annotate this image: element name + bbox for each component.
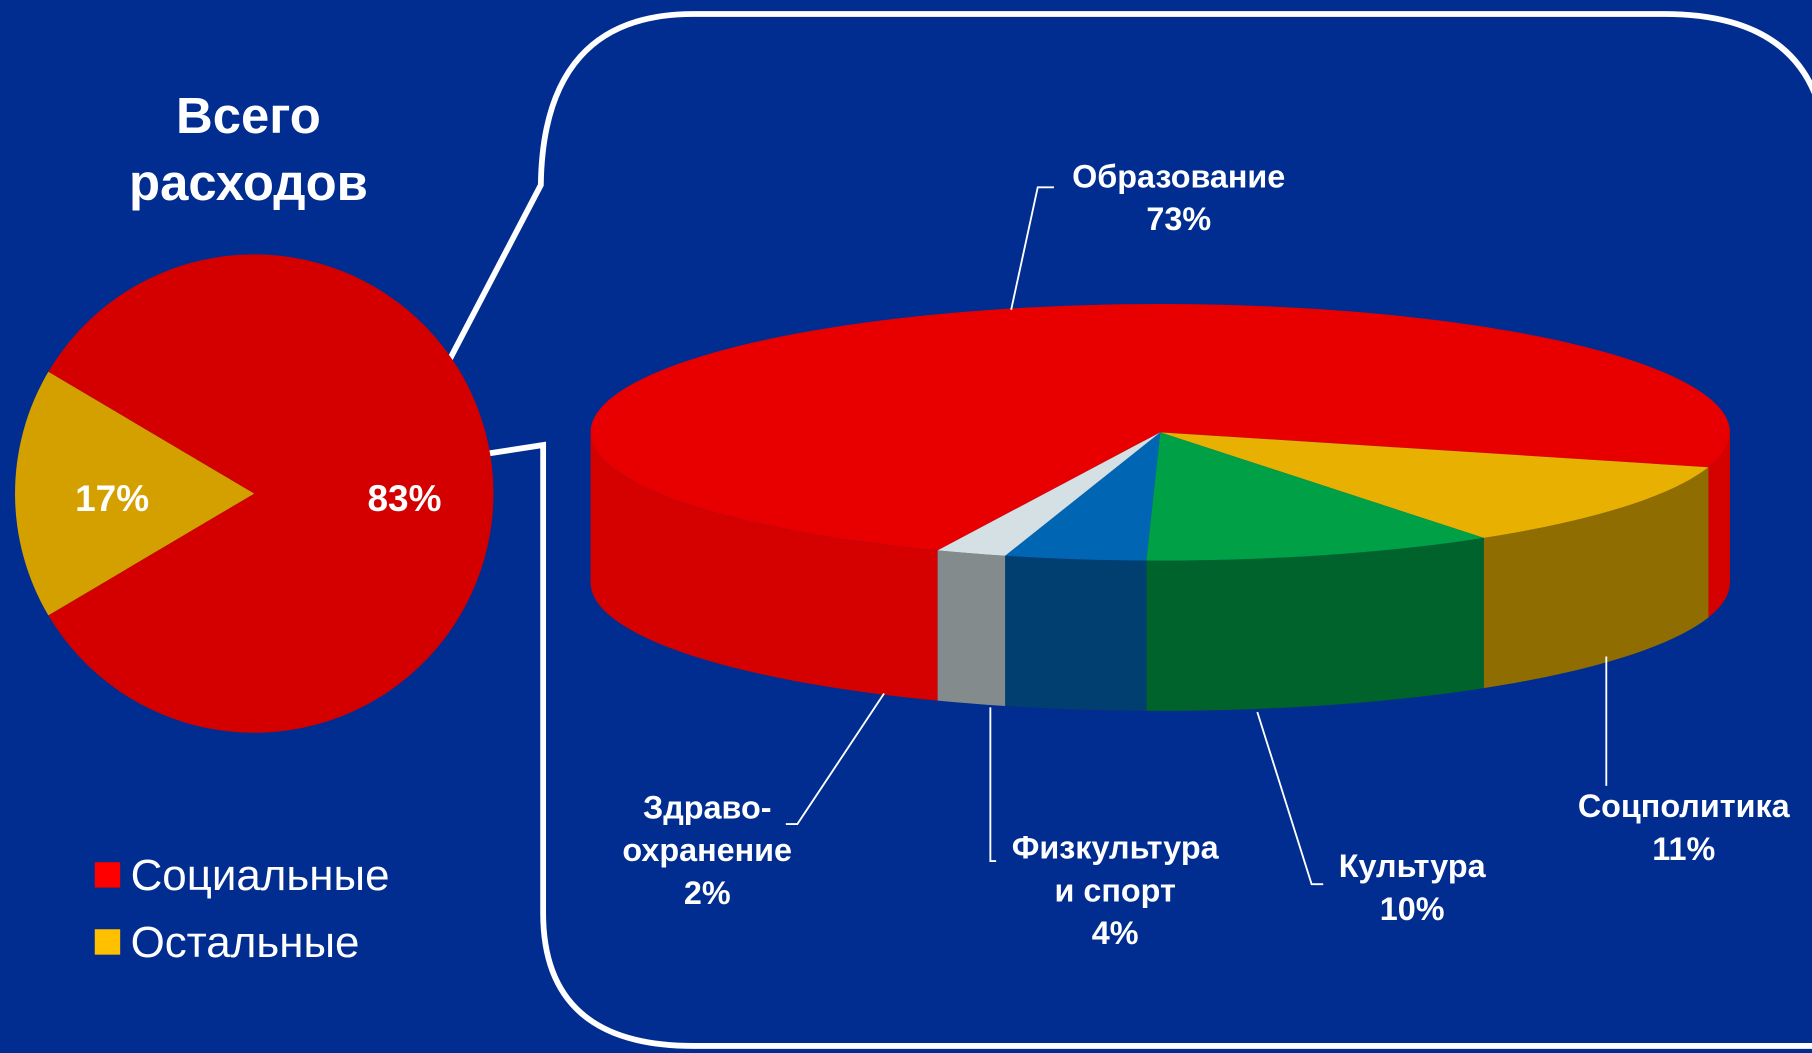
category-label: Здраво-охранение: [622, 789, 792, 868]
data-label: 10%: [1380, 891, 1445, 927]
legend-swatch: [94, 862, 121, 888]
pie-side: [937, 550, 1006, 706]
leader-line: [1010, 186, 1054, 311]
legend-label: Остальные: [131, 918, 360, 967]
data-label: 2%: [684, 875, 731, 911]
data-label: 11%: [1652, 831, 1715, 867]
legend-swatch: [94, 929, 121, 955]
leader-line: [1256, 711, 1324, 886]
category-label: Физкультура и спорт: [1012, 830, 1220, 909]
pie-side: [1005, 555, 1147, 711]
pie-slice: [937, 432, 1161, 556]
data-label: 4%: [1092, 915, 1139, 951]
pie-side: [590, 432, 938, 701]
category-label: Образование: [1072, 158, 1285, 194]
pie-main: Всего расходов 83% 17% Социальные Остальные: [15, 87, 494, 967]
pie-slice: [590, 304, 1730, 551]
leader-line: [785, 692, 885, 825]
legend-label: Социальные: [131, 851, 390, 900]
pie-slice: [48, 254, 494, 733]
pie-side: [1708, 432, 1730, 618]
pie-slice: [1005, 432, 1161, 561]
chart-title: Всего расходов: [129, 87, 368, 211]
pie-side: [1483, 467, 1709, 689]
data-label: 73%: [1146, 201, 1211, 237]
leader-line: [989, 707, 997, 862]
pie-side: [1146, 537, 1484, 711]
pie-slice: [15, 371, 255, 616]
category-label: Культура: [1339, 848, 1487, 884]
data-label: 83%: [367, 478, 441, 519]
pie-slice: [1146, 432, 1484, 561]
pie-detail: Образование 73% Соцполитика 11% Культура 10% Ф…: [590, 158, 1791, 951]
category-label: Соцполитика: [1578, 788, 1791, 824]
callout-frame: [387, 11, 1812, 1049]
data-label: 17%: [75, 478, 149, 519]
pie-slice: [1160, 432, 1709, 538]
